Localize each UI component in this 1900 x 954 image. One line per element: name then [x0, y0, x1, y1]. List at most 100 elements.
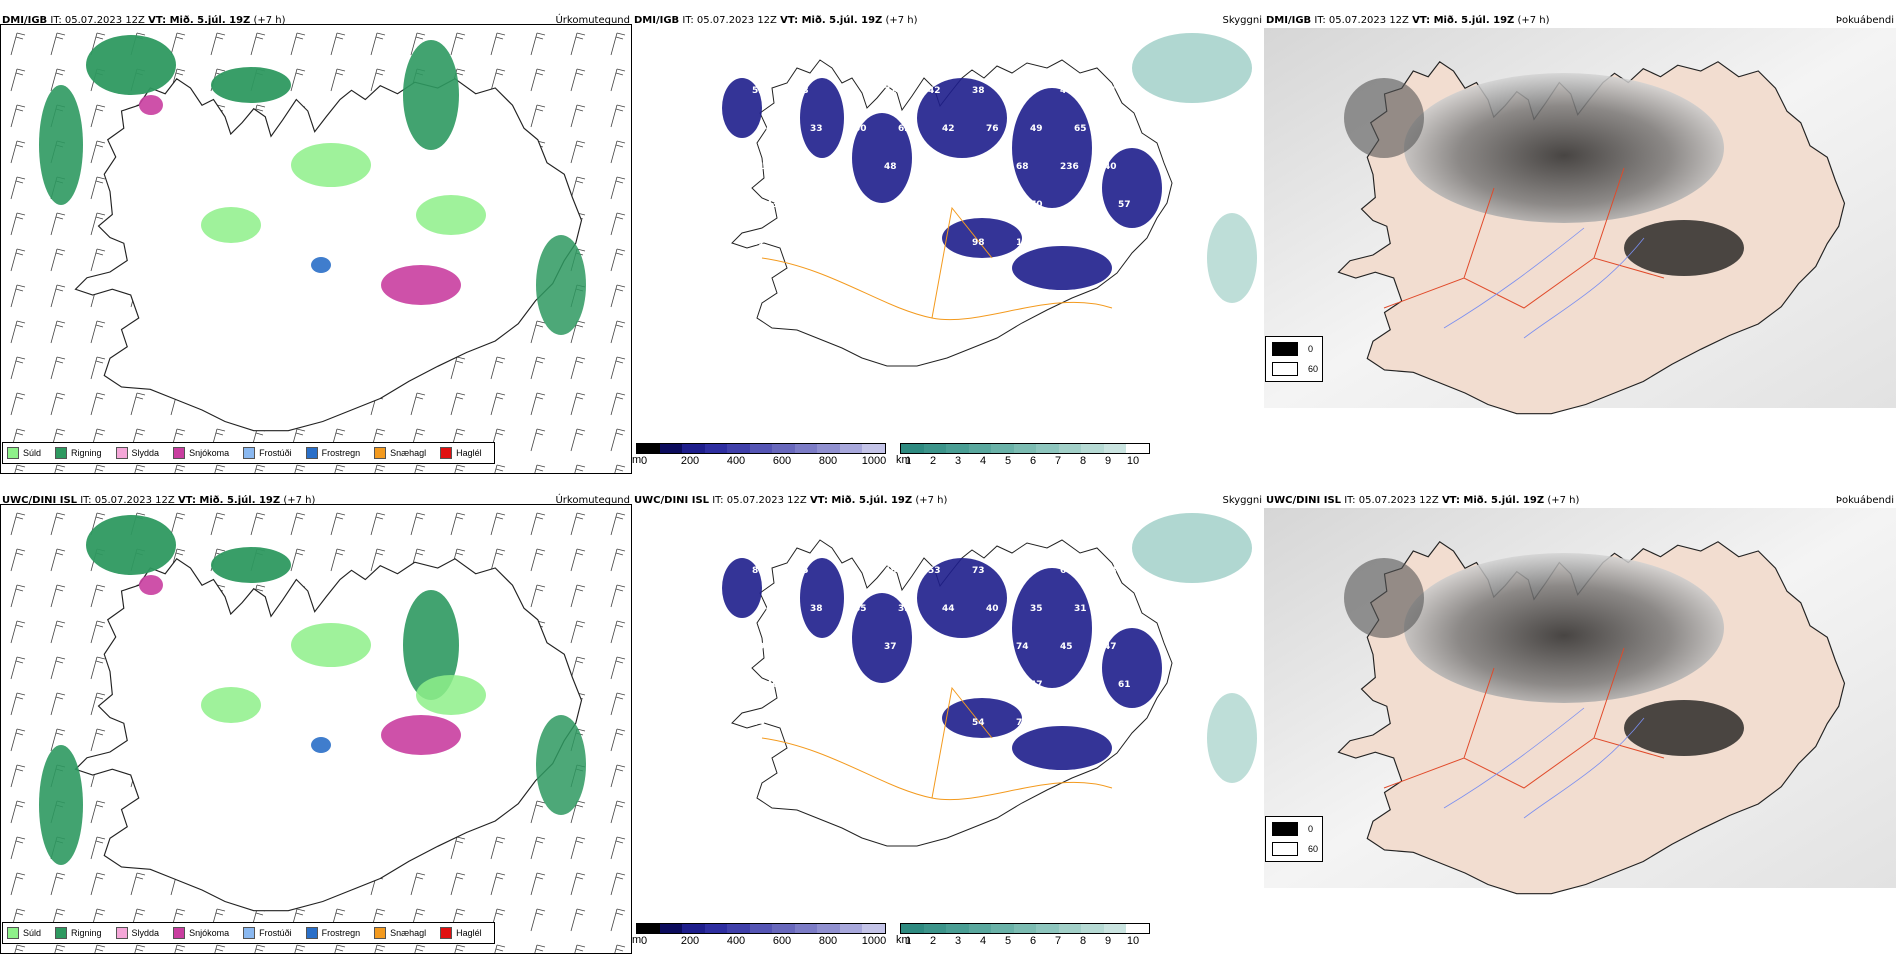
- low-visibility-area: [1012, 88, 1092, 208]
- visibility-value-label: 272: [884, 238, 903, 248]
- visibility-value-label: 38: [840, 566, 853, 576]
- visibility-value-label: 54: [972, 718, 985, 728]
- rain-area: [211, 67, 291, 103]
- scale-step: [749, 924, 773, 933]
- scale-tick-label: 1: [904, 455, 912, 467]
- visibility-value-label: 62: [854, 200, 867, 210]
- scale-step: [991, 444, 1014, 453]
- visibility-map[interactable]: 52 58 67 71 42 38 37 44 41 45 33 50 62 42 76 49 65 37 41 47…: [632, 8, 1264, 428]
- scale-tick-label: 200: [680, 935, 700, 947]
- scale-step: [794, 924, 818, 933]
- visibility-map[interactable]: 80 35 38 48 53 73 63 60 38 41 38 35 35 44 40 35 31 28 49 43…: [632, 488, 1264, 908]
- precip-map[interactable]: [1, 25, 631, 473]
- legend-swatch: [374, 447, 387, 459]
- visibility-km-area: [1207, 693, 1257, 783]
- legend-swatch: [173, 447, 186, 459]
- scale-step: [923, 444, 947, 453]
- legend-label: Frostregn: [321, 928, 361, 938]
- scale-tick-label: 3: [954, 935, 962, 947]
- legend-item: Haglél: [440, 927, 482, 939]
- scale-tick-label: 5: [1004, 455, 1012, 467]
- fog-area: [1624, 220, 1744, 276]
- fog-legend-label: 60: [1308, 364, 1319, 374]
- rain-area: [403, 40, 459, 150]
- scale-step: [1126, 444, 1150, 453]
- fog-legend-item: 60: [1272, 362, 1318, 376]
- panel-header: DMI/IGB IT: 05.07.2023 12Z VT: Mið. 5.jú…: [0, 14, 632, 28]
- drizzle-area: [201, 207, 261, 243]
- road-network: [1383, 647, 1665, 789]
- visibility-value-label: 38: [810, 604, 823, 614]
- drizzle-area: [291, 623, 371, 667]
- scale-step: [682, 444, 705, 453]
- visibility-value-label: 70: [1030, 200, 1043, 210]
- low-visibility-area: [800, 78, 844, 158]
- legend-swatch: [243, 447, 256, 459]
- precip-type-panel: UWC/DINI ISL IT: 05.07.2023 12Z VT: Mið.…: [0, 488, 632, 954]
- legend-item: Slydda: [115, 447, 159, 459]
- fog-legend-item: 60: [1272, 842, 1318, 856]
- visibility-value-label: 36: [840, 642, 853, 652]
- run-info: UWC/DINI ISL IT: 05.07.2023 12Z VT: Mið.…: [1266, 494, 1579, 508]
- low-visibility-area: [1012, 246, 1112, 290]
- legend-item: Súld: [7, 927, 41, 939]
- scale-step: [659, 924, 683, 933]
- scale-tick-label: 400: [726, 935, 746, 947]
- legend-label: Súld: [23, 928, 42, 938]
- snow-area: [381, 265, 461, 305]
- low-visibility-area: [852, 593, 912, 683]
- fog-map[interactable]: [1264, 8, 1896, 428]
- scale-step: [1013, 444, 1037, 453]
- scale-step: [968, 444, 992, 453]
- freezing-rain-area: [311, 737, 331, 753]
- scale-tick-label: 3: [954, 455, 962, 467]
- scale-step: [901, 924, 924, 933]
- run-info: DMI/IGB IT: 05.07.2023 12Z VT: Mið. 5.jú…: [634, 14, 918, 28]
- visibility-value-label: 42: [942, 124, 955, 134]
- visibility-value-label: 33: [928, 238, 941, 248]
- visibility-value-label: 48: [884, 566, 897, 576]
- model-name: DMI/IGB: [2, 15, 48, 26]
- fog-legend-swatch: [1272, 822, 1298, 836]
- visibility-value-label: 46: [840, 718, 853, 728]
- low-visibility-area: [852, 113, 912, 203]
- low-visibility-area: [1102, 148, 1162, 228]
- legend-label: Rigning: [71, 448, 102, 458]
- visibility-value-label: 38: [972, 86, 985, 96]
- model-name: DMI/IGB: [634, 15, 680, 26]
- visibility-value-label: 40: [840, 238, 853, 248]
- low-visibility-area: [942, 218, 1022, 258]
- visibility-value-label: 37: [884, 642, 897, 652]
- scale-tick-label: 0: [640, 455, 648, 467]
- legend-swatch: [305, 927, 318, 939]
- model-name: UWC/DINI ISL: [2, 495, 78, 506]
- fog-legend-label: 60: [1308, 844, 1319, 854]
- visibility-value-label: 61: [1118, 680, 1131, 690]
- snow-area: [139, 575, 163, 595]
- scale-tick-label: 4: [979, 935, 987, 947]
- issue-time: IT: 05.07.2023 12Z: [1314, 15, 1409, 26]
- scale-step: [923, 924, 947, 933]
- lead-time: (+7 h): [1517, 15, 1550, 26]
- legend-item: Frostúði: [243, 447, 292, 459]
- drizzle-area: [291, 143, 371, 187]
- legend-item: Frostregn: [305, 927, 361, 939]
- legend-label: Snjókoma: [189, 928, 230, 938]
- rain-area: [211, 547, 291, 583]
- rain-area: [536, 235, 586, 335]
- legend-item: Haglél: [440, 447, 482, 459]
- precip-map[interactable]: [1, 505, 631, 953]
- scale-unit: km: [896, 454, 911, 466]
- model-name: UWC/DINI ISL: [1266, 495, 1342, 506]
- visibility-value-label: 50: [854, 124, 867, 134]
- scale-tick-label: 0: [640, 935, 648, 947]
- visibility-value-label: 75: [898, 200, 911, 210]
- visibility-value-label: 46: [766, 680, 779, 690]
- visibility-value-label: 31: [1074, 604, 1087, 614]
- visibility-value-label: 37: [1016, 86, 1029, 96]
- scale-tick-label: 8: [1079, 935, 1087, 947]
- fog-map[interactable]: [1264, 488, 1896, 908]
- panel-title: Úrkomutegund: [555, 15, 630, 26]
- legend-item: Snæhagl: [374, 447, 426, 459]
- issue-time: IT: 05.07.2023 12Z: [50, 15, 145, 26]
